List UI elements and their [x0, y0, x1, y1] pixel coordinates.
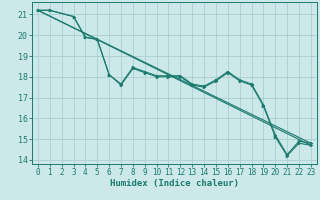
- X-axis label: Humidex (Indice chaleur): Humidex (Indice chaleur): [110, 179, 239, 188]
